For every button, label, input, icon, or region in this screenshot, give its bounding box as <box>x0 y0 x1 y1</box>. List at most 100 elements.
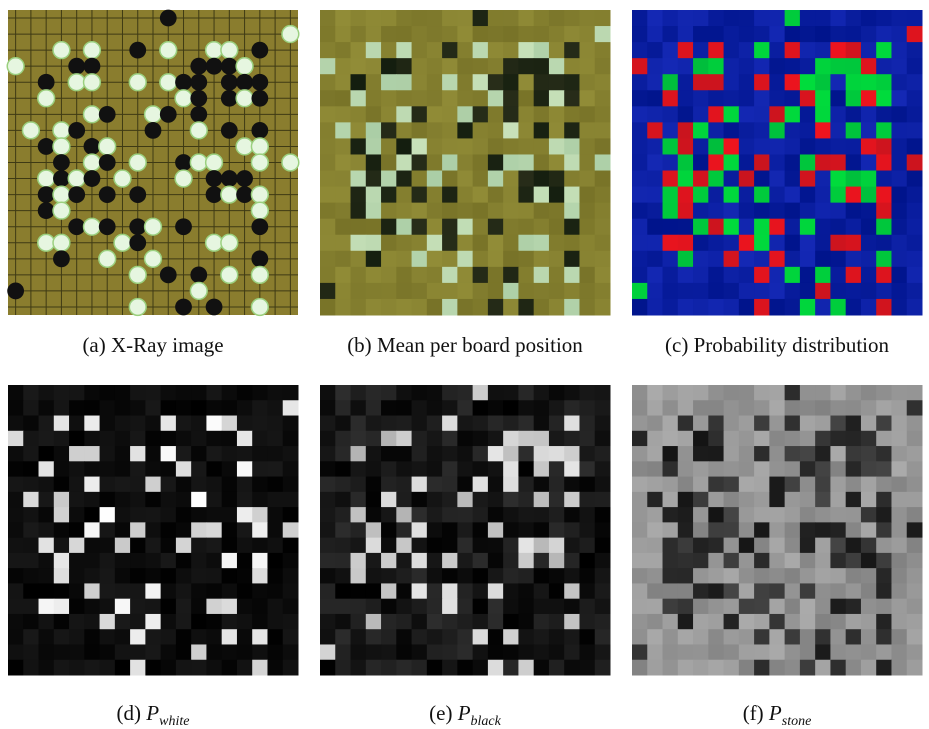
pixel <box>518 629 534 645</box>
stone <box>190 266 207 283</box>
pixel <box>69 599 85 615</box>
pixel <box>335 26 351 43</box>
pixel <box>351 538 367 554</box>
pixel <box>351 283 367 300</box>
pixel <box>815 10 831 27</box>
pixel <box>237 477 253 493</box>
pixel <box>800 492 816 508</box>
pixel <box>876 10 892 27</box>
pixel <box>830 58 846 75</box>
pixel <box>632 583 648 599</box>
pixel <box>427 446 443 462</box>
pixel <box>564 385 580 401</box>
pixel <box>663 171 679 188</box>
pixel <box>335 203 351 220</box>
caption-text: Mean per board position <box>377 333 583 357</box>
pixel <box>754 251 770 268</box>
pixel <box>663 400 679 416</box>
pixel <box>785 74 801 91</box>
pixel <box>396 385 412 401</box>
pixel <box>335 492 351 508</box>
pixel <box>564 154 580 171</box>
stone <box>160 42 177 59</box>
pixel <box>769 299 785 316</box>
pixel <box>115 538 131 554</box>
pixel <box>815 568 831 584</box>
pixel <box>708 416 724 432</box>
pixel <box>769 267 785 284</box>
pixel <box>815 492 831 508</box>
pixel <box>769 90 785 107</box>
pixel <box>663 235 679 252</box>
pixel <box>442 477 458 493</box>
pixel <box>754 138 770 155</box>
pixel <box>488 644 504 660</box>
pixel <box>473 416 489 432</box>
pixel <box>800 283 816 300</box>
pixel <box>549 461 565 477</box>
pixel <box>206 522 222 538</box>
pixel <box>518 522 534 538</box>
pixel <box>518 187 534 204</box>
pixel <box>427 477 443 493</box>
pixel <box>595 154 611 171</box>
pixel <box>724 599 740 615</box>
pixel <box>23 568 39 584</box>
pixel <box>754 492 770 508</box>
pixel <box>283 431 299 447</box>
pixel <box>708 203 724 220</box>
stone <box>129 42 146 59</box>
stone <box>221 266 238 283</box>
pixel <box>724 660 740 676</box>
pixel <box>335 553 351 569</box>
pixel <box>69 400 85 416</box>
pixel <box>396 74 412 91</box>
pixel <box>861 90 877 107</box>
pixel <box>54 446 70 462</box>
pixel <box>647 42 663 59</box>
pixel <box>907 267 923 284</box>
pixel <box>427 122 443 139</box>
pixel <box>534 203 550 220</box>
pixel <box>907 461 923 477</box>
pixel <box>100 477 116 493</box>
pixel <box>366 522 382 538</box>
stone <box>23 122 40 139</box>
pixel <box>145 538 161 554</box>
pixel <box>549 614 565 630</box>
pixel <box>876 235 892 252</box>
pixel <box>632 599 648 615</box>
stone <box>53 250 70 267</box>
pixel <box>23 629 39 645</box>
pixel <box>861 26 877 43</box>
pixel <box>488 74 504 91</box>
pixel <box>663 74 679 91</box>
pixel <box>488 154 504 171</box>
stone <box>206 58 223 75</box>
pixel <box>145 416 161 432</box>
pixel <box>457 74 473 91</box>
pixel <box>457 10 473 27</box>
pixel <box>632 492 648 508</box>
pixel <box>647 58 663 75</box>
pixel <box>830 138 846 155</box>
stone <box>99 154 116 171</box>
pixel <box>647 122 663 139</box>
pixel <box>632 219 648 236</box>
pixel <box>815 507 831 523</box>
pixel <box>708 446 724 462</box>
pixel <box>115 614 131 630</box>
pixel <box>549 58 565 75</box>
pixel <box>724 106 740 123</box>
pixel <box>115 660 131 676</box>
pixel <box>69 416 85 432</box>
pixel <box>130 385 146 401</box>
pixel <box>267 492 283 508</box>
pixel <box>442 416 458 432</box>
pixel <box>473 477 489 493</box>
pixel <box>708 568 724 584</box>
pixel <box>693 138 709 155</box>
pixel <box>320 568 336 584</box>
pixel <box>161 614 177 630</box>
pixel <box>320 522 336 538</box>
